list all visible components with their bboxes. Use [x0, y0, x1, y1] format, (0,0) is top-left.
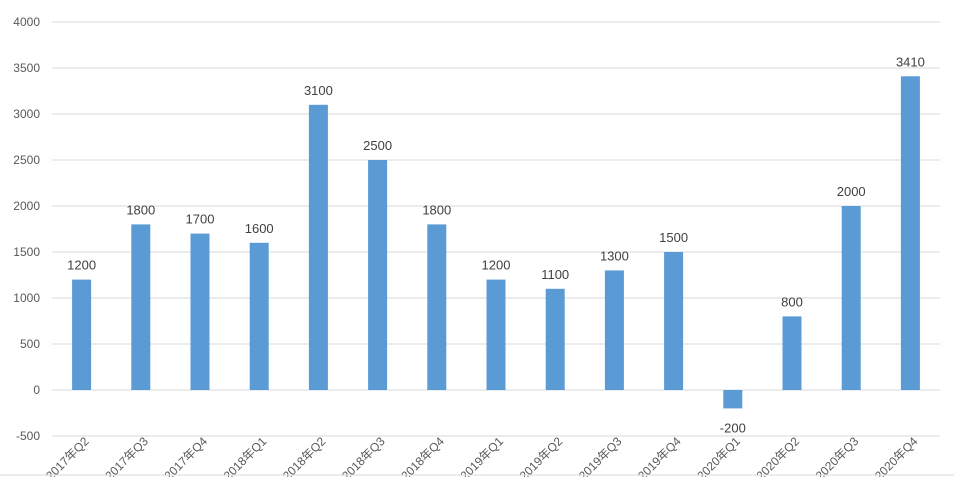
bar	[249, 242, 269, 390]
y-tick-label: 2000	[13, 199, 40, 213]
x-tick-label: 2018年Q1	[221, 434, 270, 477]
y-tick-label: -500	[16, 429, 40, 443]
data-label: 2500	[363, 138, 392, 153]
x-axis-tick-labels: 2017年Q2 2017年Q3 2017年Q4 2018年Q1 2018年Q2 2018年…	[43, 434, 921, 477]
x-tick-label: 2019年Q2	[517, 434, 566, 477]
bars	[72, 76, 920, 409]
data-label: 3410	[896, 54, 925, 69]
data-label: 1800	[422, 202, 451, 217]
y-tick-label: 500	[20, 337, 40, 351]
data-label: 3100	[304, 83, 333, 98]
data-label: 1500	[659, 230, 688, 245]
data-label: 1100	[541, 267, 569, 282]
bar	[308, 104, 328, 391]
bar	[486, 279, 506, 390]
bar	[368, 160, 388, 390]
x-tick-label: 2020年Q4	[872, 434, 921, 477]
x-tick-label: 2018年Q2	[280, 434, 329, 477]
data-labels: 1200 1800 1700 1600 3100 2500 1800 1200 1100 1300…	[67, 54, 925, 435]
x-tick-label: 2020年Q1	[694, 434, 743, 477]
bar	[72, 279, 92, 390]
y-tick-label: 3500	[13, 61, 40, 75]
x-tick-label: 2020年Q3	[813, 434, 862, 477]
x-tick-label: 2020年Q2	[754, 434, 803, 477]
y-tick-label: 4000	[13, 15, 40, 29]
y-tick-label: 3000	[13, 107, 40, 121]
y-tick-label: 2500	[13, 153, 40, 167]
bar	[900, 76, 920, 390]
data-label: 1300	[600, 248, 629, 263]
bar	[131, 224, 151, 390]
x-tick-label: 2017年Q2	[43, 434, 92, 477]
x-tick-label: 2019年Q3	[576, 434, 625, 477]
bar	[427, 224, 447, 390]
x-tick-label: 2017年Q4	[162, 434, 211, 477]
data-label: 1800	[126, 202, 155, 217]
bar	[841, 206, 861, 390]
x-tick-label: 2017年Q3	[102, 434, 151, 477]
x-tick-label: 2018年Q3	[339, 434, 388, 477]
data-label: 1700	[186, 212, 215, 227]
y-tick-label: 1000	[13, 291, 40, 305]
bar	[604, 270, 624, 390]
x-tick-label: 2019年Q4	[635, 434, 684, 477]
data-label: 1200	[67, 258, 96, 273]
bar	[723, 390, 743, 409]
x-tick-label: 2019年Q1	[458, 434, 507, 477]
y-axis-tick-labels: -500 0 500 1000 1500 2000 2500 3000 3500 4000	[13, 15, 40, 443]
x-tick-label: 2018年Q4	[398, 434, 447, 477]
bar	[782, 316, 802, 390]
data-label: 800	[781, 294, 803, 309]
bar	[190, 233, 210, 390]
bar	[545, 288, 565, 390]
data-label: 2000	[837, 184, 866, 199]
y-tick-label: 0	[33, 383, 40, 397]
data-label: 1600	[245, 221, 274, 236]
y-tick-label: 1500	[13, 245, 40, 259]
data-label: 1200	[482, 258, 511, 273]
data-label: -200	[720, 420, 746, 435]
bar	[664, 252, 684, 390]
